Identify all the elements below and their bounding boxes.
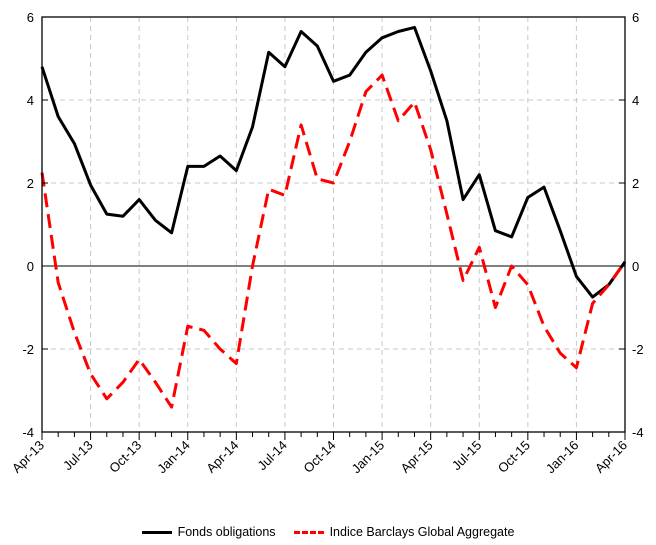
legend-item-barclays: Indice Barclays Global Aggregate — [293, 525, 515, 539]
y-tick-label-left: -4 — [22, 425, 34, 440]
left-y-axis-labels: 6 4 2 0 -2 -4 — [22, 10, 34, 440]
y-tick-label-right: 0 — [632, 259, 639, 274]
x-tick-label: Jan-14 — [154, 438, 193, 477]
x-tick-label: Apr-14 — [203, 438, 241, 476]
legend: Fonds obligations Indice Barclays Global… — [0, 522, 656, 542]
x-tick-label: Oct-13 — [106, 438, 144, 476]
x-tick-label: Oct-15 — [495, 438, 533, 476]
x-tick-label: Jul-15 — [449, 438, 485, 474]
legend-swatch-red-dashed — [293, 530, 324, 534]
legend-label-fonds: Fonds obligations — [177, 525, 276, 539]
x-tick-label: Oct-14 — [300, 438, 338, 476]
y-tick-label-left: 0 — [27, 259, 34, 274]
series-line-barclays-aggregate — [40, 73, 627, 409]
right-y-axis-labels: 6 4 2 0 -2 -4 — [632, 10, 644, 440]
y-tick-label-right: -2 — [632, 342, 644, 357]
y-tick-label-left: 2 — [27, 176, 34, 191]
axis-ticks — [41, 16, 626, 440]
y-tick-label-right: -4 — [632, 425, 644, 440]
x-axis-labels: Apr-13 Jul-13 Oct-13 Jan-14 Apr-14 Jul-14 Oct-… — [9, 438, 630, 477]
y-tick-label-left: 4 — [27, 93, 34, 108]
legend-label-barclays: Indice Barclays Global Aggregate — [329, 525, 515, 539]
y-tick-label-right: 6 — [632, 10, 639, 25]
y-tick-label-left: 6 — [27, 10, 34, 25]
legend-swatch-black-solid — [141, 530, 172, 534]
y-tick-label-right: 4 — [632, 93, 639, 108]
series-layer — [40, 25, 627, 409]
x-tick-label: Jul-14 — [254, 438, 290, 474]
x-tick-label: Jul-13 — [60, 438, 96, 474]
x-tick-label: Jan-15 — [348, 438, 387, 477]
x-tick-label: Apr-13 — [9, 438, 47, 476]
legend-item-fonds: Fonds obligations — [141, 525, 276, 539]
y-tick-label-right: 2 — [632, 176, 639, 191]
y-tick-label-left: -2 — [22, 342, 34, 357]
series-line-fonds-obligations — [40, 25, 627, 299]
x-tick-label: Jan-16 — [543, 438, 582, 477]
x-tick-label: Apr-15 — [398, 438, 436, 476]
x-tick-label: Apr-16 — [592, 438, 630, 476]
